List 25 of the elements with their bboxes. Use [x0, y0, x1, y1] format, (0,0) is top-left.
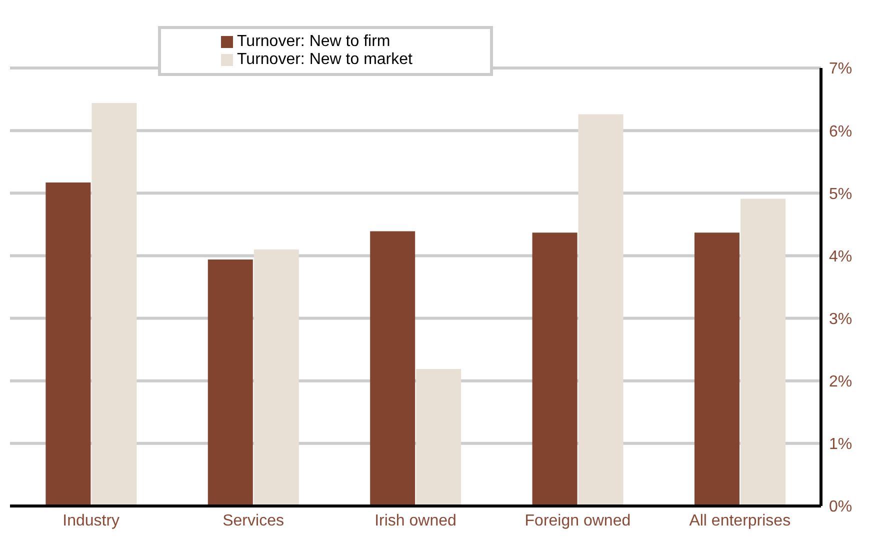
- y-tick-label: 6%: [829, 123, 852, 140]
- bar: [254, 249, 299, 506]
- y-tick-label: 3%: [829, 310, 852, 328]
- bar: [46, 182, 91, 506]
- legend-label: Turnover: New to firm: [237, 33, 390, 50]
- bar: [92, 103, 137, 506]
- bar: [532, 232, 578, 506]
- y-tick-label: 0%: [829, 498, 852, 516]
- bar: [208, 259, 253, 506]
- x-tick-label: Foreign owned: [524, 512, 631, 530]
- x-tick-label: Industry: [62, 512, 120, 530]
- x-tick-label: Irish owned: [374, 512, 456, 530]
- bar: [370, 231, 416, 506]
- y-tick-label: 1%: [829, 436, 852, 454]
- bar: [416, 368, 462, 506]
- legend-label: Turnover: New to market: [237, 51, 412, 68]
- x-tick-label: Services: [222, 512, 284, 530]
- y-tick-label: 7%: [829, 60, 852, 78]
- x-tick-label: All enterprises: [689, 512, 791, 530]
- bar: [740, 198, 786, 506]
- bar: [578, 114, 624, 506]
- y-tick-label: 4%: [829, 248, 852, 266]
- y-tick-label: 5%: [829, 186, 852, 203]
- y-tick-label: 2%: [829, 374, 852, 391]
- bar: [694, 232, 740, 506]
